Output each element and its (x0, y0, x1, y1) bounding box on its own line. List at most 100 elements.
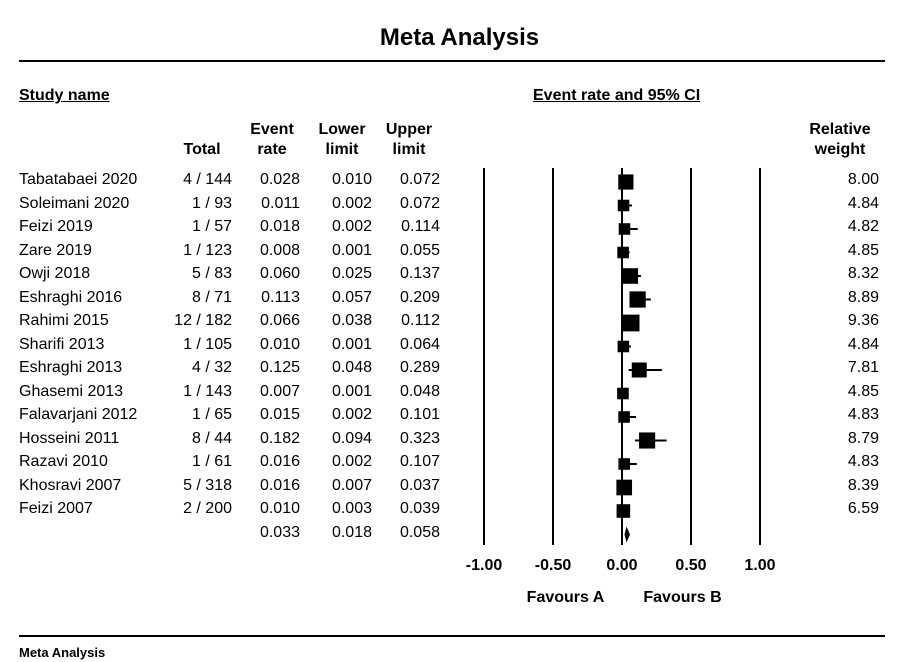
weight-value: 9.36 (847, 312, 879, 329)
study-name: Hosseini 2011 (19, 429, 120, 447)
study-name: Khosravi 2007 (19, 476, 122, 494)
weight-value: 4.83 (847, 453, 879, 470)
relative-weight-header-line1: Relative (809, 121, 871, 138)
event-rate-value: 0.182 (259, 429, 300, 447)
total-value: 1 / 105 (183, 335, 232, 353)
lower-limit-value: 0.002 (331, 194, 372, 212)
total-value: 1 / 65 (191, 406, 232, 423)
lower-limit-value: 0.001 (331, 335, 372, 353)
favours-b-label: Favours B (643, 589, 721, 606)
event-rate-value: 0.007 (259, 382, 300, 400)
upper-limit-value: 0.107 (399, 453, 440, 470)
study-name: Eshraghi 2013 (19, 359, 123, 376)
lower-limit-value: 0.001 (331, 382, 372, 400)
point-estimate (622, 314, 640, 332)
upper-limit-value: 0.037 (399, 476, 440, 494)
point-estimate (629, 291, 646, 308)
upper-limit-value: 0.072 (399, 194, 440, 212)
point-estimate (631, 362, 647, 378)
summary-diamond (624, 526, 631, 543)
upper-limit-value: 0.101 (399, 406, 440, 423)
lower-limit-value: 0.002 (331, 406, 372, 423)
upper-limit-header-line2: limit (392, 141, 426, 158)
point-estimate (618, 458, 630, 470)
upper-limit-value: 0.064 (399, 335, 440, 353)
lower-limit-value: 0.001 (331, 241, 372, 259)
lower-limit-value: 0.094 (331, 429, 372, 447)
footer-label: Meta Analysis (19, 645, 106, 660)
total-value: 5 / 318 (183, 476, 232, 494)
study-name: Razavi 2010 (19, 453, 108, 470)
weight-value: 4.84 (847, 194, 879, 212)
event-rate-value: 0.015 (259, 406, 300, 423)
point-estimate (617, 246, 629, 259)
study-name: Feizi 2019 (19, 218, 93, 235)
study-name: Soleimani 2020 (19, 194, 130, 212)
lower-limit-value: 0.025 (331, 265, 372, 282)
top-rule (19, 60, 885, 62)
lower-limit-value: 0.038 (331, 312, 372, 329)
point-estimate (617, 199, 630, 212)
study-name: Eshraghi 2016 (19, 288, 123, 306)
total-value: 4 / 144 (183, 171, 232, 188)
study-name: Zare 2019 (19, 241, 92, 259)
study-name: Ghasemi 2013 (19, 382, 124, 400)
lower-limit-value: 0.048 (331, 359, 372, 376)
event-rate-value: 0.060 (259, 265, 300, 282)
total-header: Total (183, 141, 221, 158)
study-name: Rahimi 2015 (19, 312, 109, 329)
study-name: Owji 2018 (19, 265, 91, 282)
event-rate-value: 0.011 (261, 194, 300, 212)
total-value: 1 / 123 (183, 241, 232, 259)
point-estimate (617, 387, 629, 400)
total-value: 12 / 182 (174, 312, 232, 329)
point-estimate (618, 411, 630, 423)
weight-value: 8.79 (847, 429, 879, 447)
lower-limit-value: 0.002 (331, 453, 372, 470)
lower-limit-value: 0.057 (331, 288, 372, 306)
upper-limit-header-line1: Upper (385, 121, 433, 138)
weight-value: 8.89 (847, 288, 879, 306)
summary-upper-limit: 0.058 (399, 523, 440, 541)
total-value: 1 / 93 (191, 194, 232, 212)
upper-limit-value: 0.209 (399, 288, 440, 306)
study-name: Tabatabaei 2020 (19, 171, 138, 188)
relative-weight-header-line2: weight (814, 141, 866, 158)
weight-value: 4.85 (847, 241, 879, 259)
weight-value: 4.85 (847, 382, 879, 400)
ci-header: Event rate and 95% CI (533, 87, 701, 104)
point-estimate (622, 268, 639, 284)
study-name: Sharifi 2013 (19, 335, 105, 353)
point-estimate (639, 432, 656, 449)
summary-event-rate: 0.033 (259, 523, 300, 541)
event-rate-value: 0.028 (259, 171, 300, 188)
favours-a-label: Favours A (527, 589, 605, 606)
upper-limit-value: 0.114 (401, 218, 440, 235)
lower-limit-header-line2: limit (325, 141, 359, 158)
weight-value: 4.84 (847, 335, 879, 353)
weight-value: 7.81 (847, 359, 879, 376)
study-name-header: Study name (19, 87, 110, 104)
event-rate-value: 0.008 (259, 241, 300, 259)
total-value: 2 / 200 (183, 500, 232, 517)
lower-limit-header: Lower limit (310, 120, 374, 160)
x-tick-label: 1.00 (744, 557, 775, 574)
upper-limit-value: 0.039 (399, 500, 440, 517)
point-estimate (616, 504, 631, 518)
upper-limit-value: 0.323 (399, 429, 440, 447)
lower-limit-value: 0.010 (331, 171, 372, 188)
relative-weight-header: Relative weight (792, 120, 888, 160)
point-estimate (618, 174, 634, 190)
bottom-rule (19, 635, 885, 637)
point-estimate (616, 479, 633, 496)
event-rate-value: 0.010 (259, 335, 300, 353)
point-estimate (617, 340, 630, 353)
lower-limit-header-line1: Lower (318, 121, 366, 138)
upper-limit-value: 0.072 (399, 171, 440, 188)
total-value: 8 / 71 (191, 288, 232, 306)
x-tick-label: 0.00 (606, 557, 637, 574)
event-rate-value: 0.125 (259, 359, 300, 376)
lower-limit-value: 0.002 (331, 218, 372, 235)
upper-limit-value: 0.055 (399, 241, 440, 259)
total-value: 4 / 32 (191, 359, 232, 376)
